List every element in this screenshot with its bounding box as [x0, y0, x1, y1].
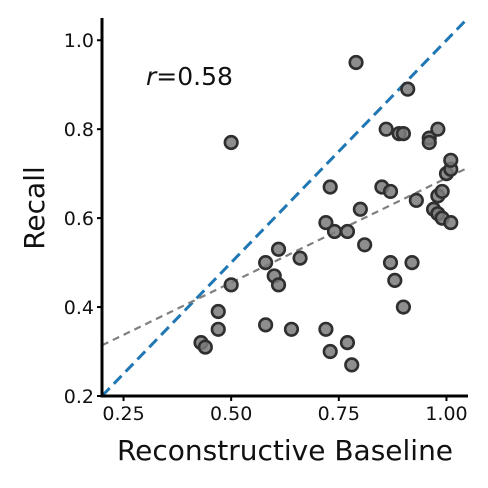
data-point: [223, 134, 239, 151]
data-point: [421, 134, 437, 151]
data-point: [344, 357, 360, 373]
data-point: [258, 317, 274, 333]
y-tick-label: 0.4: [64, 297, 94, 319]
identity-line: [100, 16, 470, 398]
data-point: [258, 254, 274, 271]
data-point: [270, 277, 287, 293]
y-axis-title: Recall: [18, 166, 51, 250]
x-axis-title: Reconstructive Baseline: [117, 434, 453, 467]
y-tick-label: 0.2: [64, 386, 94, 408]
x-tick-label: 0.50: [210, 403, 252, 425]
data-point: [382, 254, 399, 271]
data-point: [210, 303, 226, 320]
regression-fit-line: [101, 166, 469, 347]
data-point: [197, 339, 213, 355]
data-point: [430, 121, 446, 137]
x-tick-label: 0.25: [102, 403, 144, 425]
data-point: [443, 214, 459, 231]
data-point: [326, 223, 343, 240]
data-point: [348, 54, 364, 71]
y-tick-label: 0.8: [64, 119, 94, 141]
data-point: [322, 343, 338, 360]
y-tick-label: 1.0: [64, 30, 94, 52]
data-point: [339, 335, 356, 351]
data-point: [292, 250, 308, 266]
data-point: [352, 201, 368, 217]
data-point: [283, 321, 300, 337]
data-point: [318, 321, 334, 337]
data-points: [193, 54, 459, 373]
data-point: [443, 152, 459, 168]
data-point: [400, 81, 416, 97]
data-point: [210, 321, 226, 337]
x-tick-label: 1.00: [425, 403, 467, 425]
reference-lines: [100, 16, 470, 398]
data-point: [322, 179, 338, 195]
x-tick-label: 0.75: [318, 403, 360, 425]
correlation-annotation: r=0.58: [146, 62, 233, 91]
y-tick-label: 0.6: [64, 208, 94, 230]
data-point: [434, 183, 450, 200]
data-point: [382, 183, 399, 200]
axes: [100, 18, 468, 398]
correlation-symbol: r: [146, 62, 158, 91]
correlation-value: =0.58: [156, 62, 233, 91]
data-point: [357, 237, 373, 253]
data-point: [339, 223, 356, 240]
data-point: [404, 254, 420, 271]
data-point: [387, 272, 403, 288]
data-point: [395, 126, 412, 142]
data-point: [318, 214, 334, 231]
data-point: [395, 299, 412, 315]
data-point: [408, 192, 424, 208]
data-point: [270, 241, 287, 257]
data-point: [378, 121, 394, 137]
data-point: [223, 277, 239, 293]
tick-labels: 0.25 0.50 0.75 1.00 0.2 0.4 0.6 0.8 1.0: [64, 30, 468, 425]
